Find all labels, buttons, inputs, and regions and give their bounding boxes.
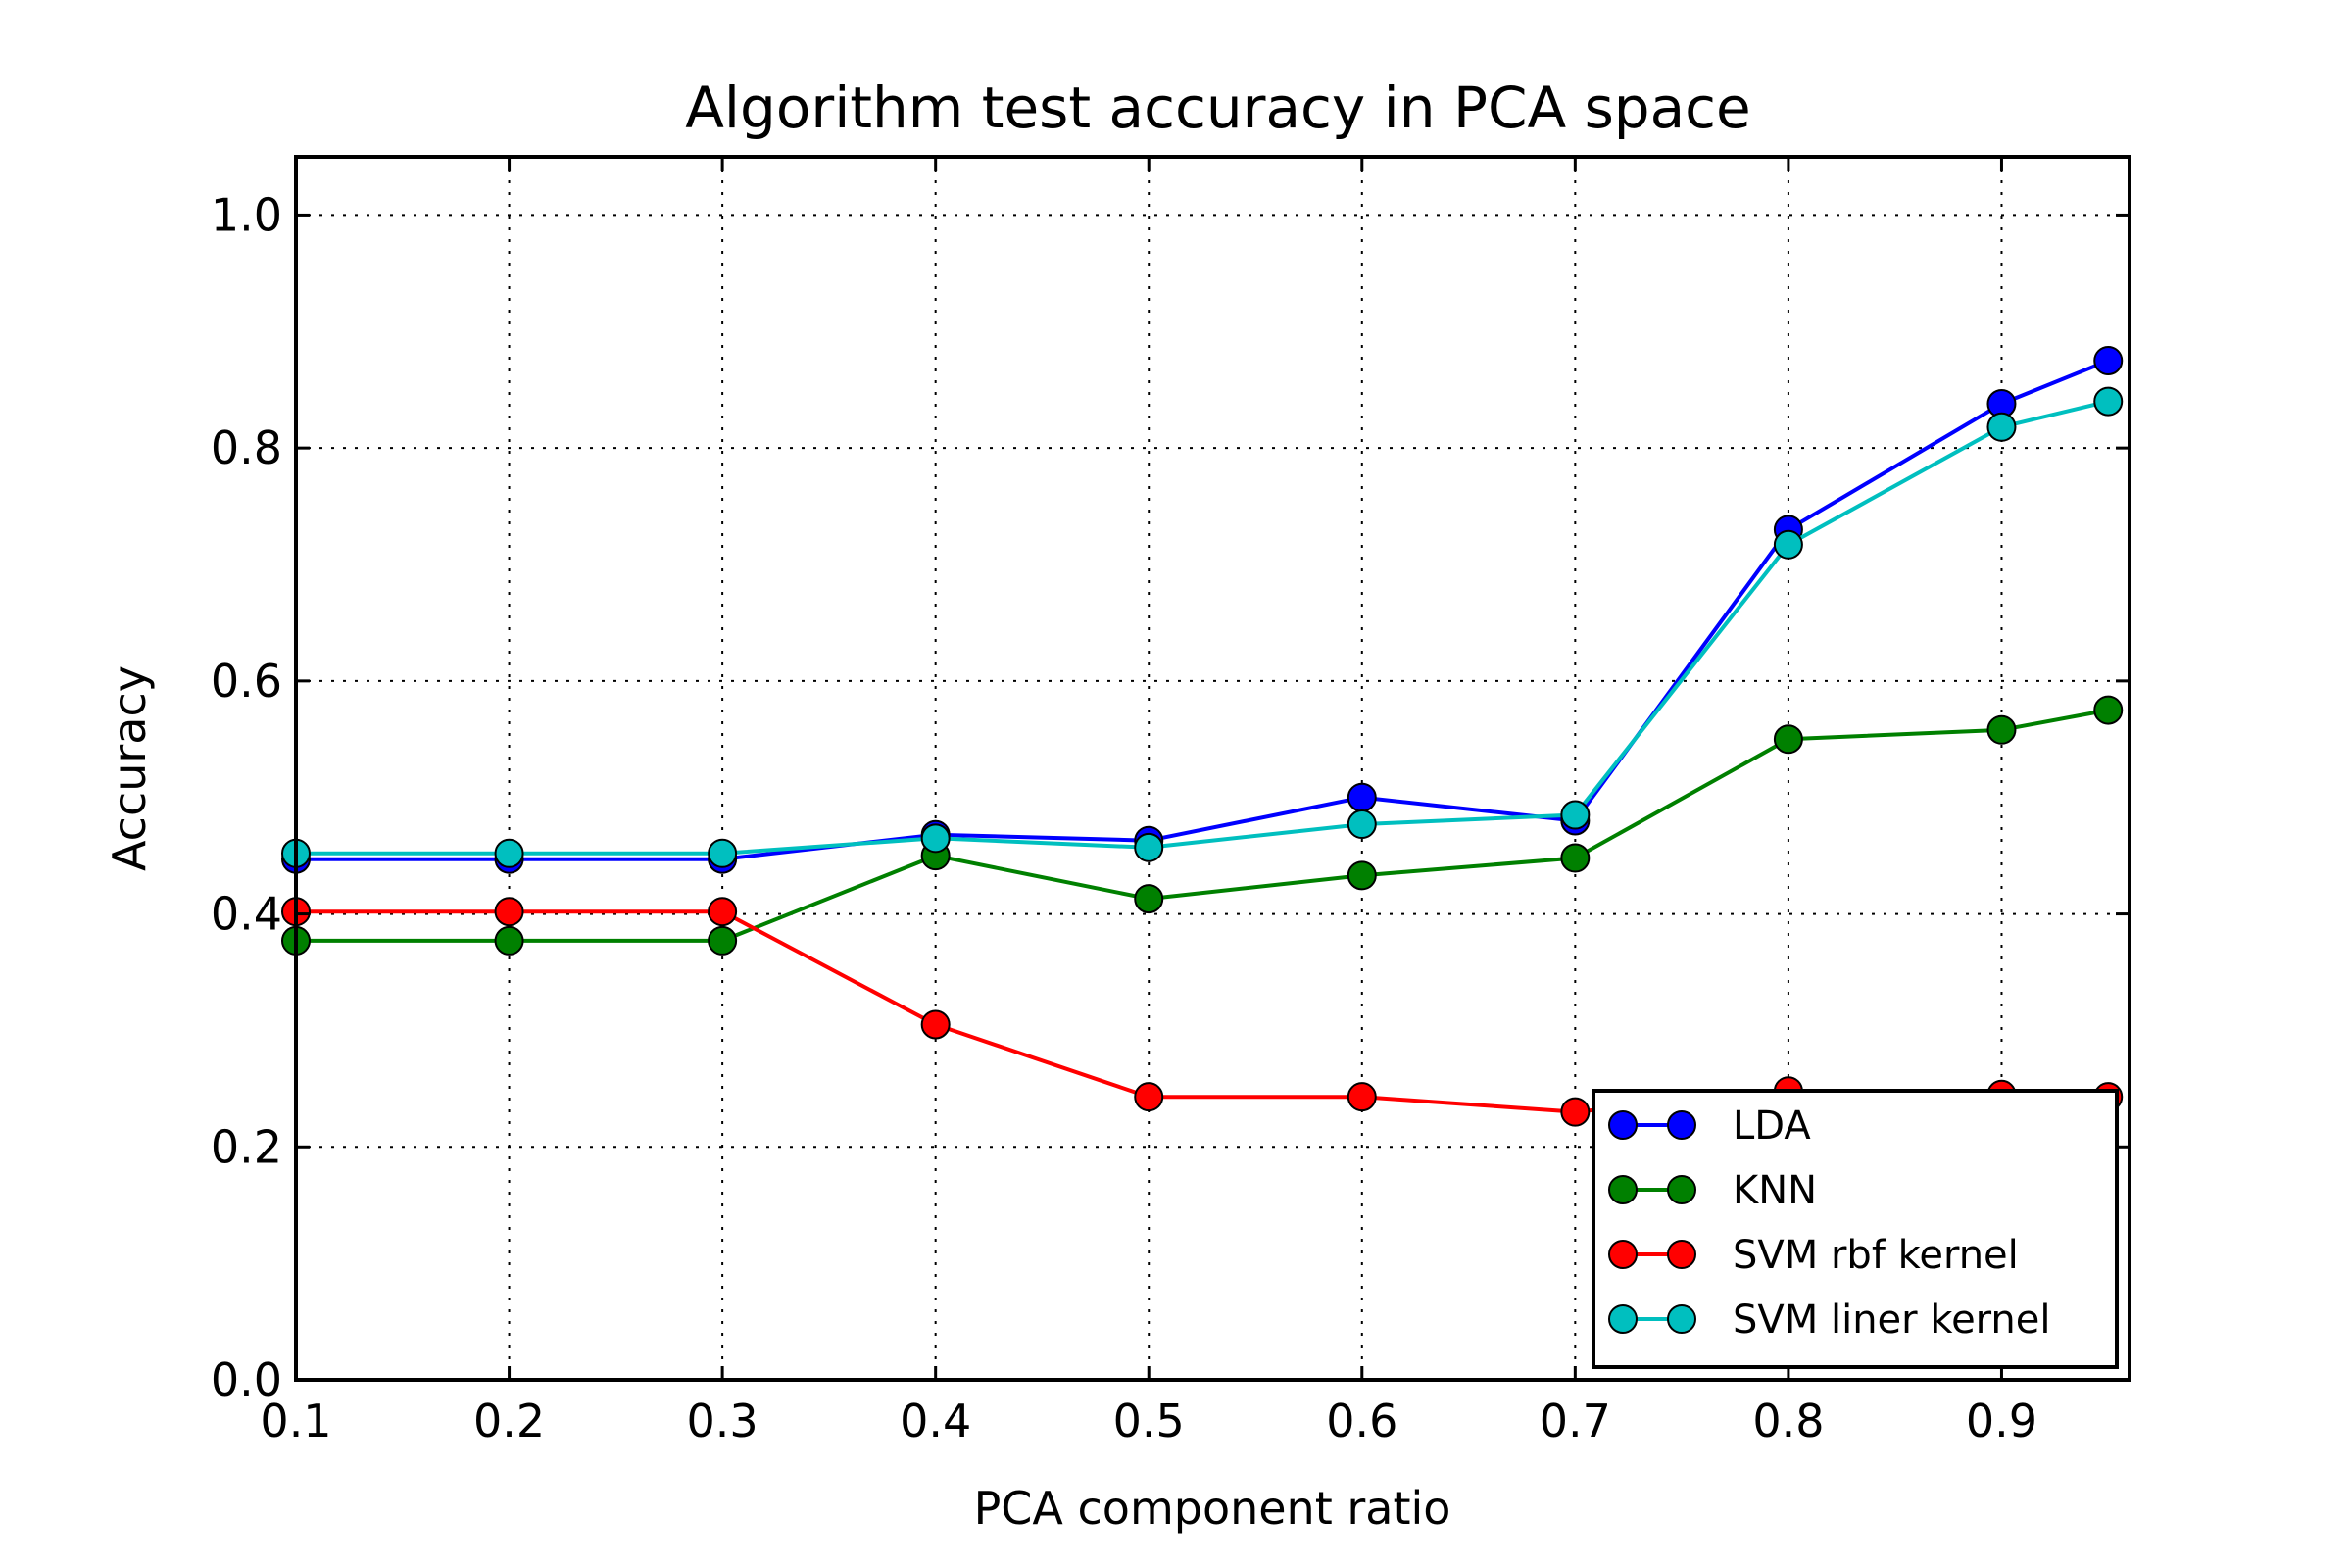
series-line	[296, 359, 2109, 861]
data-point	[1560, 800, 1591, 830]
legend-marker	[1608, 1110, 1638, 1140]
data-point	[494, 925, 524, 956]
data-point	[1347, 809, 1377, 840]
legend-label: SVM liner kernel	[1733, 1298, 2051, 1343]
legend-label: SVM rbf kernel	[1733, 1233, 2019, 1278]
legend-item: KNN	[1608, 1168, 1817, 1213]
data-point	[1560, 1097, 1591, 1127]
y-tick-label: 0.4	[211, 888, 282, 941]
y-tick-label: 0.6	[211, 655, 282, 708]
data-point	[1986, 412, 2017, 442]
legend-item: LDA	[1608, 1103, 1811, 1149]
x-tick-label: 0.7	[1540, 1395, 1611, 1447]
x-axis: 0.1 0.2 0.3 0.4 0.5 0.6 0.7 0.8 0.9	[260, 157, 2037, 1447]
legend-marker	[1608, 1175, 1638, 1204]
x-tick-label: 0.4	[900, 1395, 971, 1447]
data-point	[1560, 843, 1591, 873]
x-tick-label: 0.5	[1113, 1395, 1185, 1447]
legend-item: SVM liner kernel	[1608, 1298, 2051, 1343]
data-point	[2093, 346, 2124, 375]
data-point	[1773, 529, 1803, 560]
y-tick-label: 0.8	[211, 421, 282, 474]
x-tick-label: 0.2	[473, 1395, 545, 1447]
data-point	[1134, 1082, 1164, 1112]
data-point	[1134, 832, 1164, 862]
legend-label: LDA	[1733, 1103, 1811, 1149]
data-point	[1134, 884, 1164, 914]
y-axis-label: Accuracy	[103, 665, 156, 871]
data-point	[2093, 695, 2124, 725]
legend: LDA KNN SVM rbf kernel SVM liner kernel	[1592, 1089, 2119, 1369]
y-tick-label: 1.0	[211, 188, 282, 241]
legend-marker	[1608, 1240, 1638, 1269]
series-line	[296, 399, 2109, 856]
x-tick-label: 0.6	[1326, 1395, 1397, 1447]
plot-frame	[294, 155, 2132, 1382]
data-point	[494, 838, 524, 868]
data-point	[2093, 386, 2124, 416]
x-tick-label: 0.9	[1966, 1395, 2037, 1447]
series-line	[296, 708, 2109, 943]
data-point	[708, 897, 738, 927]
data-point	[708, 838, 738, 868]
data-point	[708, 925, 738, 956]
y-tick-label: 0.0	[211, 1353, 282, 1406]
legend-item: SVM rbf kernel	[1608, 1233, 2019, 1278]
legend-marker	[1667, 1110, 1696, 1140]
legend-marker	[1608, 1304, 1638, 1334]
x-tick-label: 0.8	[1752, 1395, 1824, 1447]
data-point	[494, 897, 524, 927]
data-point	[920, 823, 951, 854]
y-axis: 0.0 0.2 0.4 0.6 0.8 1.0	[211, 188, 2130, 1406]
series-svm-liner-kernel	[281, 386, 2124, 868]
legend-marker	[1667, 1175, 1696, 1204]
legend-label: KNN	[1733, 1168, 1817, 1213]
data-point	[920, 1009, 951, 1040]
data-point	[1773, 724, 1803, 755]
y-tick-label: 0.2	[211, 1120, 282, 1173]
data-point	[1347, 782, 1377, 812]
grid	[296, 157, 2130, 1380]
data-point	[1986, 714, 2017, 745]
data-point	[1347, 860, 1377, 891]
x-tick-label: 0.1	[260, 1395, 331, 1447]
x-tick-label: 0.3	[687, 1395, 759, 1447]
legend-marker	[1667, 1240, 1696, 1269]
legend-marker	[1667, 1304, 1696, 1334]
x-axis-label: PCA component ratio	[974, 1482, 1451, 1535]
chart-title: Algorithm test accuracy in PCA space	[685, 74, 1750, 141]
data-point	[1347, 1082, 1377, 1112]
